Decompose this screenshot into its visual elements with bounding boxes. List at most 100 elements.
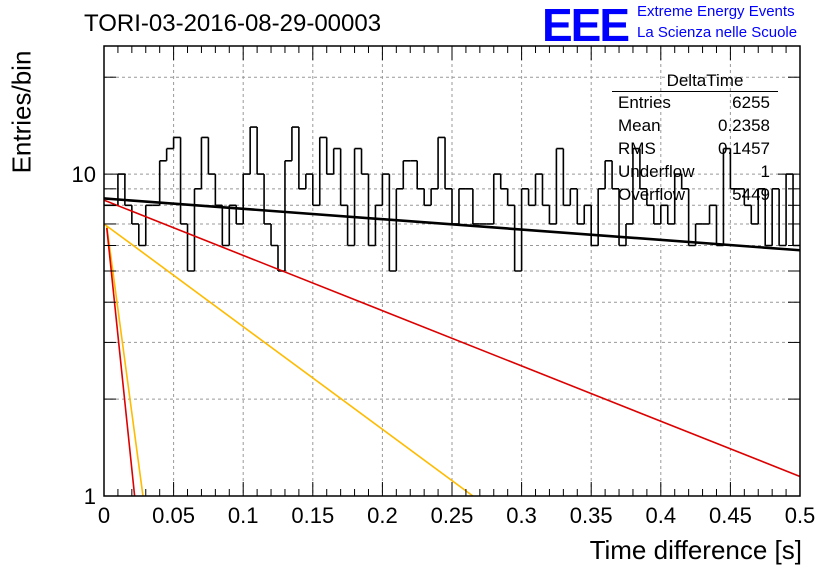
histogram-bin xyxy=(499,174,508,190)
histogram-bin xyxy=(353,147,362,246)
x-tick-label: 0.05 xyxy=(152,503,195,528)
histogram-bin xyxy=(666,205,675,225)
histogram-bin xyxy=(444,137,452,190)
fit-line xyxy=(103,199,801,478)
x-axis-label: Time difference [s] xyxy=(589,535,802,565)
histogram-bin xyxy=(708,204,717,224)
histogram-bin xyxy=(186,223,195,272)
histogram-bin xyxy=(165,147,174,161)
fit-line xyxy=(103,223,474,497)
histogram-bin xyxy=(179,137,188,225)
stats-row-entries: Entries 6255 xyxy=(612,91,780,114)
x-tick-label: 0 xyxy=(98,503,110,528)
histogram-bin xyxy=(764,188,773,247)
histogram-bin xyxy=(639,148,647,190)
logo-subtitle-1: Extreme Energy Events xyxy=(637,3,795,20)
histogram-bin xyxy=(541,174,550,207)
histogram-bin xyxy=(527,188,536,207)
x-tick-label: 0.15 xyxy=(291,503,334,528)
histogram-bin xyxy=(284,159,292,271)
histogram-bin xyxy=(256,127,265,175)
x-tick-label: 0.45 xyxy=(709,503,752,528)
histogram-bin xyxy=(472,188,480,225)
stats-value: 1 xyxy=(760,162,770,181)
y-tick-label: 1 xyxy=(84,484,96,509)
x-tick-label: 0.5 xyxy=(785,503,816,528)
histogram-bin xyxy=(388,174,397,272)
histogram-bin xyxy=(458,188,466,224)
stats-key: Entries xyxy=(618,93,671,112)
histogram-bin xyxy=(611,160,620,190)
stats-key: Mean xyxy=(618,116,661,135)
histogram-bin xyxy=(673,173,682,224)
histogram-bin xyxy=(395,188,404,271)
histogram-bin xyxy=(451,188,459,225)
histogram-bin xyxy=(743,188,752,207)
histogram-bin xyxy=(312,174,320,207)
stats-key: Underflow xyxy=(618,162,695,181)
histogram-bin xyxy=(270,223,278,247)
histogram-bin xyxy=(318,136,327,206)
tick-labels: 0 0.05 0.1 0.15 0.2 0.25 0.3 0.35 0.4 0.45 0.5 1 10 xyxy=(72,162,816,528)
stats-value: 5449 xyxy=(732,185,770,204)
histogram-bin xyxy=(653,205,661,225)
histogram xyxy=(104,126,800,272)
histogram-bin xyxy=(158,159,167,206)
fit-line xyxy=(103,197,801,252)
stats-key: Overflow xyxy=(618,185,686,204)
histogram-bin xyxy=(513,205,522,272)
histogram-bin xyxy=(305,173,313,189)
histogram-bin xyxy=(548,205,557,225)
histogram-bin xyxy=(771,188,780,246)
y-tick-label: 10 xyxy=(72,162,96,187)
histogram-bin xyxy=(131,205,139,225)
fit-lines xyxy=(103,197,801,497)
histogram-bin xyxy=(381,173,390,206)
histogram-bin xyxy=(367,174,376,247)
stats-box: DeltaTime Entries 6255 Mean 0.2358 RMS 0… xyxy=(612,70,780,206)
histogram-bin xyxy=(221,205,230,247)
histogram-bin xyxy=(729,148,738,190)
stats-row-underflow: Underflow 1 xyxy=(612,160,780,183)
histogram-bin xyxy=(423,188,432,207)
plot-title: TORI-03-2016-08-29-00003 xyxy=(84,10,382,37)
histogram-bin xyxy=(416,160,425,190)
histogram-bin xyxy=(430,188,439,206)
histogram-bin xyxy=(332,147,341,175)
x-tick-label: 0.25 xyxy=(431,503,474,528)
histogram-bin xyxy=(193,188,202,271)
histogram-bin xyxy=(144,204,153,246)
histogram-bin xyxy=(138,223,146,247)
histogram-bin xyxy=(625,223,633,246)
histogram-bin xyxy=(660,204,668,224)
histogram-bin xyxy=(555,147,564,224)
stats-key: RMS xyxy=(618,139,656,158)
histogram-bin xyxy=(590,205,599,247)
stats-value: 0.1457 xyxy=(718,139,770,158)
histogram-bin xyxy=(325,137,334,175)
histogram-bin xyxy=(263,174,272,225)
histogram-bin xyxy=(242,173,251,224)
histogram-bin xyxy=(715,205,724,247)
x-tick-label: 0.4 xyxy=(646,503,677,528)
histogram-bin xyxy=(632,147,640,224)
plot-frame xyxy=(103,45,801,497)
y-axis-label: Entries/bin xyxy=(6,50,37,174)
x-tick-label: 0.1 xyxy=(228,503,259,528)
logo-subtitle-2: La Scienza nelle Scuole xyxy=(637,24,798,41)
histogram-bin xyxy=(360,148,369,175)
histogram-bin xyxy=(534,173,543,206)
fit-line xyxy=(105,225,144,497)
histogram-bin xyxy=(757,188,766,224)
histogram-bin xyxy=(339,148,348,207)
histogram-bin xyxy=(687,188,696,247)
histogram-bin xyxy=(214,174,223,207)
histogram-bin xyxy=(576,188,585,225)
x-tick-label: 0.2 xyxy=(367,503,398,528)
histogram-bin xyxy=(346,205,355,247)
histogram-bin xyxy=(200,136,209,189)
x-tick-label: 0.3 xyxy=(506,503,537,528)
histogram-bin xyxy=(750,205,759,225)
histogram-bin xyxy=(437,136,446,189)
